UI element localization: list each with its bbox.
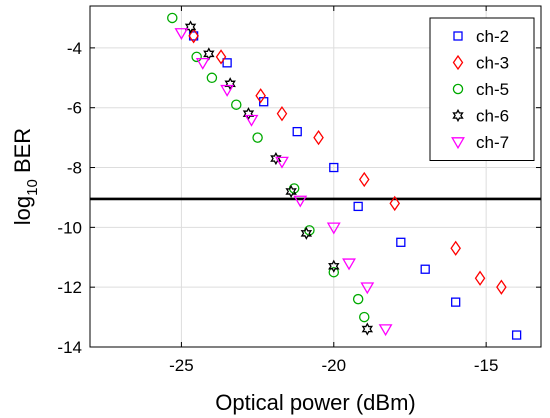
data-point-ch-6 — [361, 322, 374, 336]
data-point-ch-6 — [224, 77, 236, 91]
y-axis-label: log10 BER — [10, 128, 41, 225]
data-point-ch-2 — [396, 237, 406, 247]
legend-label: ch-5 — [476, 80, 509, 99]
data-point-ch-5 — [167, 12, 178, 24]
y-axis-label-subscript: 10 — [24, 179, 41, 196]
y-tick-label: -10 — [57, 218, 82, 237]
legend-marker-ch-7 — [451, 137, 465, 150]
x-tick-label: -15 — [474, 356, 499, 375]
legend-marker-ch-2 — [453, 31, 463, 41]
y-tick-label: -12 — [57, 278, 82, 297]
y-axis-label-main: log — [10, 196, 35, 225]
legend-marker-ch-6 — [452, 108, 464, 123]
data-point-ch-6 — [184, 20, 197, 34]
legend-label: ch-7 — [476, 133, 509, 152]
y-tick-label: -6 — [67, 99, 82, 118]
data-point-ch-7 — [342, 258, 356, 271]
data-point-ch-2 — [451, 297, 461, 307]
x-tick-label: -20 — [321, 356, 346, 375]
x-axis-label: Optical power (dBm) — [215, 390, 416, 415]
legend-box — [429, 17, 535, 161]
data-point-ch-5 — [359, 311, 370, 323]
data-point-ch-5 — [352, 293, 364, 305]
legend-label: ch-6 — [476, 107, 509, 126]
y-tick-label: -8 — [67, 159, 82, 178]
data-point-ch-6 — [328, 259, 340, 273]
data-point-ch-3 — [389, 195, 401, 212]
y-tick-label: -4 — [67, 39, 82, 58]
data-point-ch-2 — [329, 162, 339, 173]
y-axis-label-tail: BER — [10, 128, 35, 179]
axis-ticks: -25 -20 -15 -14 -12 -10 -8 -6 -4 — [57, 6, 541, 375]
legend-label: ch-2 — [476, 27, 509, 46]
data-point-ch-3 — [358, 171, 370, 188]
data-point-ch-5 — [252, 132, 263, 143]
legend-marker-ch-3 — [452, 54, 464, 71]
data-point-ch-3 — [474, 270, 486, 286]
data-point-ch-7 — [326, 222, 341, 235]
data-point-ch-2 — [222, 58, 232, 68]
data-point-ch-5 — [328, 266, 340, 278]
data-point-ch-6 — [300, 226, 313, 240]
data-point-ch-2 — [292, 126, 302, 137]
data-point-ch-3 — [496, 279, 507, 295]
data-point-ch-2 — [353, 201, 363, 212]
data-point-ch-3 — [255, 88, 266, 104]
data-point-ch-2 — [511, 330, 522, 340]
data-point-ch-2 — [420, 264, 430, 274]
data-point-ch-3 — [313, 129, 324, 146]
data-point-ch-7 — [244, 114, 259, 127]
legend-label: ch-3 — [476, 54, 509, 73]
data-point-ch-5 — [231, 99, 242, 110]
legend: ch-2 ch-3 ch-5 ch-6 ch-7 — [429, 17, 535, 161]
data-point-ch-7 — [360, 282, 375, 295]
data-point-ch-5 — [191, 51, 202, 63]
plot-frame — [89, 5, 542, 348]
y-tick-label: -14 — [57, 338, 82, 357]
data-point-ch-7 — [378, 324, 393, 337]
data-point-ch-7 — [174, 28, 189, 41]
data-point-ch-6 — [270, 151, 282, 166]
data-point-ch-6 — [203, 47, 215, 61]
data-point-ch-6 — [242, 107, 255, 121]
data-point-ch-7 — [195, 57, 210, 70]
data-point-ch-3 — [188, 28, 199, 44]
data-point-ch-7 — [293, 195, 308, 208]
legend-marker-ch-5 — [452, 83, 464, 95]
data-point-ch-7 — [220, 84, 235, 97]
data-point-ch-6 — [285, 184, 297, 199]
data-point-ch-7 — [275, 156, 289, 169]
x-tick-label: -25 — [169, 356, 194, 375]
data-point-ch-3 — [276, 106, 288, 122]
data-point-ch-5 — [206, 72, 218, 84]
data-point-ch-3 — [215, 49, 227, 65]
data-point-ch-3 — [450, 240, 461, 256]
data-markers — [167, 12, 522, 340]
